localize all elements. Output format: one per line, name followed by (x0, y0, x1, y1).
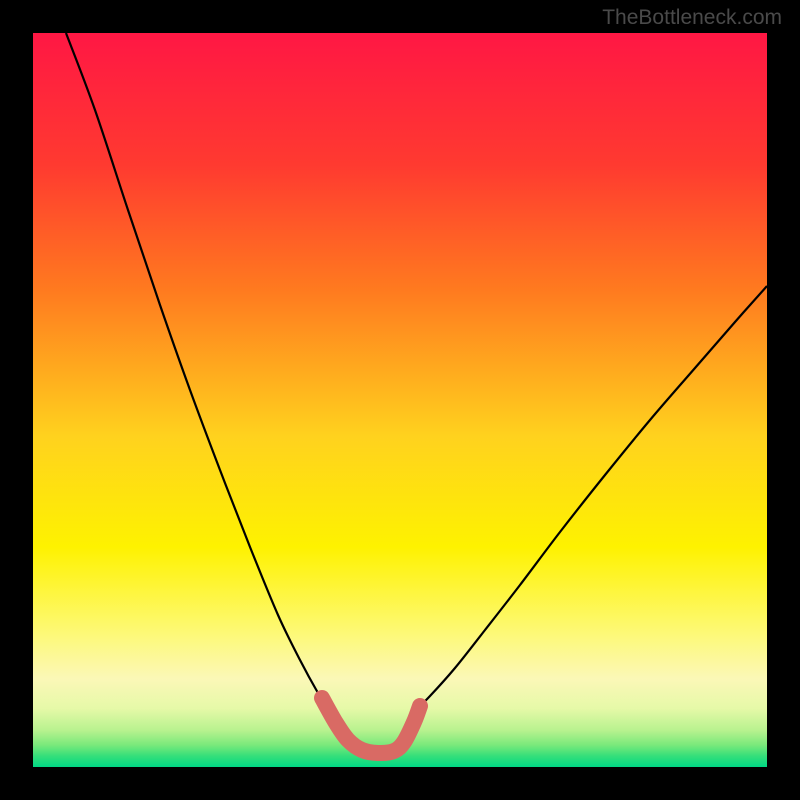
chart-svg (0, 0, 800, 800)
bottleneck-chart (0, 0, 800, 800)
plot-background (33, 33, 767, 767)
watermark-text: TheBottleneck.com (602, 6, 782, 30)
